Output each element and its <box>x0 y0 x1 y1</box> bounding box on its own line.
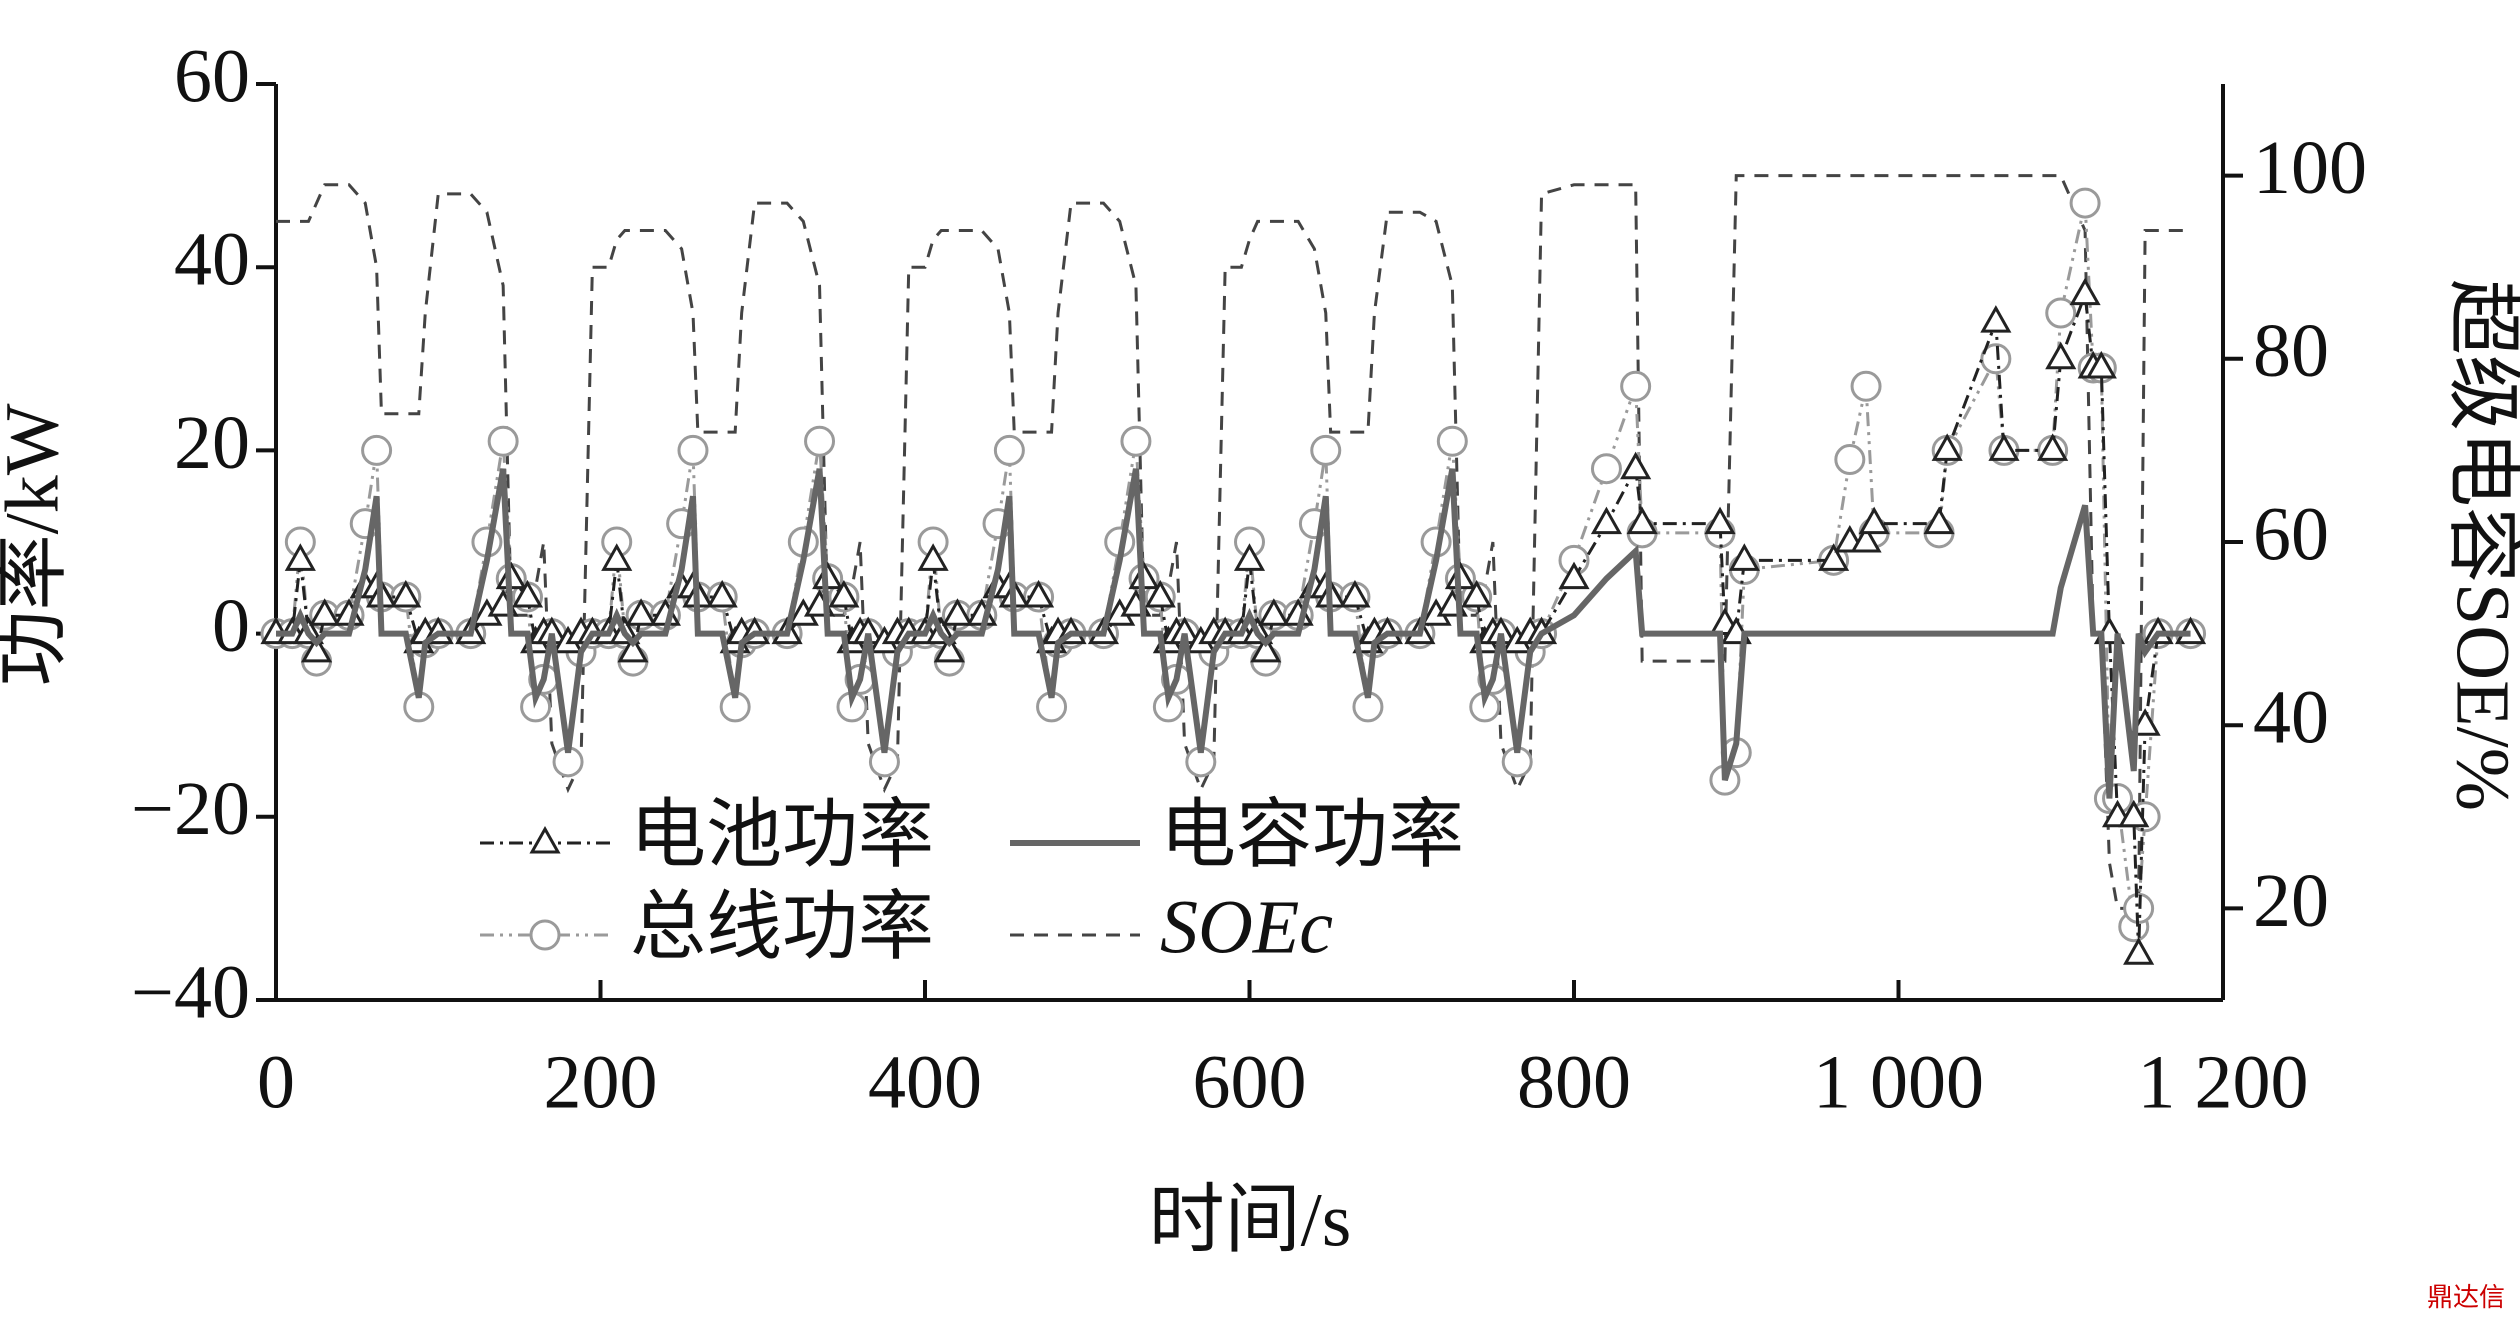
triangle-marker <box>529 825 561 854</box>
triangle-marker <box>1258 598 1290 626</box>
triangle-marker <box>1461 579 1493 608</box>
x-tick-label: 600 <box>1193 1040 1307 1124</box>
series-line <box>276 468 2191 799</box>
circle-marker <box>487 425 519 457</box>
triangle-marker <box>1250 634 1282 663</box>
triangle-marker <box>2129 708 2161 736</box>
triangle-marker <box>284 543 316 571</box>
y-tick-label: −40 <box>131 950 250 1034</box>
y2-tick-label: 40 <box>2253 676 2329 760</box>
circle-marker <box>1590 453 1622 485</box>
watermark: 鼎达信 <box>2427 1283 2505 1312</box>
triangle-marker <box>1558 561 1590 590</box>
triangle-marker <box>1728 543 1760 571</box>
circle-marker <box>2069 187 2101 219</box>
triangle-marker <box>625 598 657 626</box>
triangle-marker <box>828 579 860 608</box>
legend-label: SOEc <box>1160 885 1333 969</box>
y-tick-label: 20 <box>174 401 250 485</box>
triangle-marker <box>511 579 544 608</box>
triangle-marker <box>941 598 974 626</box>
triangle-marker <box>1818 543 1850 571</box>
x-tick-label: 0 <box>257 1040 295 1124</box>
y-tick-label: −20 <box>131 767 250 851</box>
triangle-marker <box>1590 506 1623 535</box>
triangle-marker <box>1233 543 1266 571</box>
circle-marker <box>2045 297 2077 329</box>
y2-tick-label: 80 <box>2253 309 2329 393</box>
circle-marker <box>804 425 836 457</box>
triangle-marker <box>2069 277 2101 306</box>
triangle-marker <box>1850 524 1882 553</box>
triangle-marker <box>1858 506 1890 535</box>
triangle-marker <box>1980 305 2012 333</box>
triangle-marker <box>917 543 949 571</box>
y2-axis-title: 超级电容SOE/% <box>2441 279 2520 811</box>
circle-marker <box>993 434 1025 466</box>
circle-marker <box>1310 434 1342 466</box>
triangle-marker <box>706 579 738 608</box>
triangle-marker <box>2118 799 2150 828</box>
circle-marker <box>1980 343 2012 375</box>
y2-tick-label: 100 <box>2253 126 2367 210</box>
x-tick-label: 400 <box>868 1040 982 1124</box>
triangle-marker <box>1931 433 1963 461</box>
triangle-marker <box>2085 350 2117 379</box>
x-tick-label: 1 000 <box>1813 1040 1984 1124</box>
legend-label: 电容功率 <box>1160 793 1464 877</box>
triangle-marker <box>2037 433 2069 461</box>
triangle-marker <box>1988 433 2020 461</box>
triangle-marker <box>300 634 333 663</box>
legend-label: 总线功率 <box>630 885 934 969</box>
circle-marker <box>1120 425 1152 457</box>
circle-marker <box>1834 444 1866 476</box>
triangle-marker <box>1620 451 1652 480</box>
y-tick-label: 60 <box>174 34 250 118</box>
triangle-marker <box>601 543 633 571</box>
triangle-marker <box>1626 506 1658 535</box>
y2-tick-label: 60 <box>2253 492 2329 576</box>
triangle-marker <box>2123 937 2155 965</box>
triangle-marker <box>617 634 649 663</box>
triangle-marker <box>1704 506 1736 535</box>
y-tick-label: 40 <box>174 218 250 302</box>
triangle-marker <box>2045 341 2077 370</box>
x-tick-label: 1 200 <box>2138 1040 2309 1124</box>
triangle-marker <box>1022 579 1055 608</box>
y2-tick-label: 20 <box>2253 859 2329 943</box>
circle-marker <box>1620 370 1652 402</box>
x-axis-title: 时间/s <box>1149 1178 1352 1262</box>
circle-marker <box>1436 425 1468 457</box>
triangle-marker <box>309 598 341 626</box>
circle-marker <box>1850 370 1882 402</box>
circle-marker <box>529 919 561 951</box>
y-tick-label: 0 <box>212 584 250 668</box>
circle-marker <box>677 434 709 466</box>
triangle-marker <box>390 579 422 608</box>
triangle-marker <box>1923 506 1955 535</box>
x-tick-label: 200 <box>544 1040 658 1124</box>
triangle-marker <box>933 634 965 663</box>
legend-label: 电池功率 <box>630 793 934 877</box>
y-axis-title: 功率/kW <box>0 403 74 686</box>
x-tick-label: 800 <box>1517 1040 1631 1124</box>
triangle-marker <box>1339 579 1371 608</box>
circle-marker <box>361 434 393 466</box>
triangle-marker <box>1144 579 1176 608</box>
